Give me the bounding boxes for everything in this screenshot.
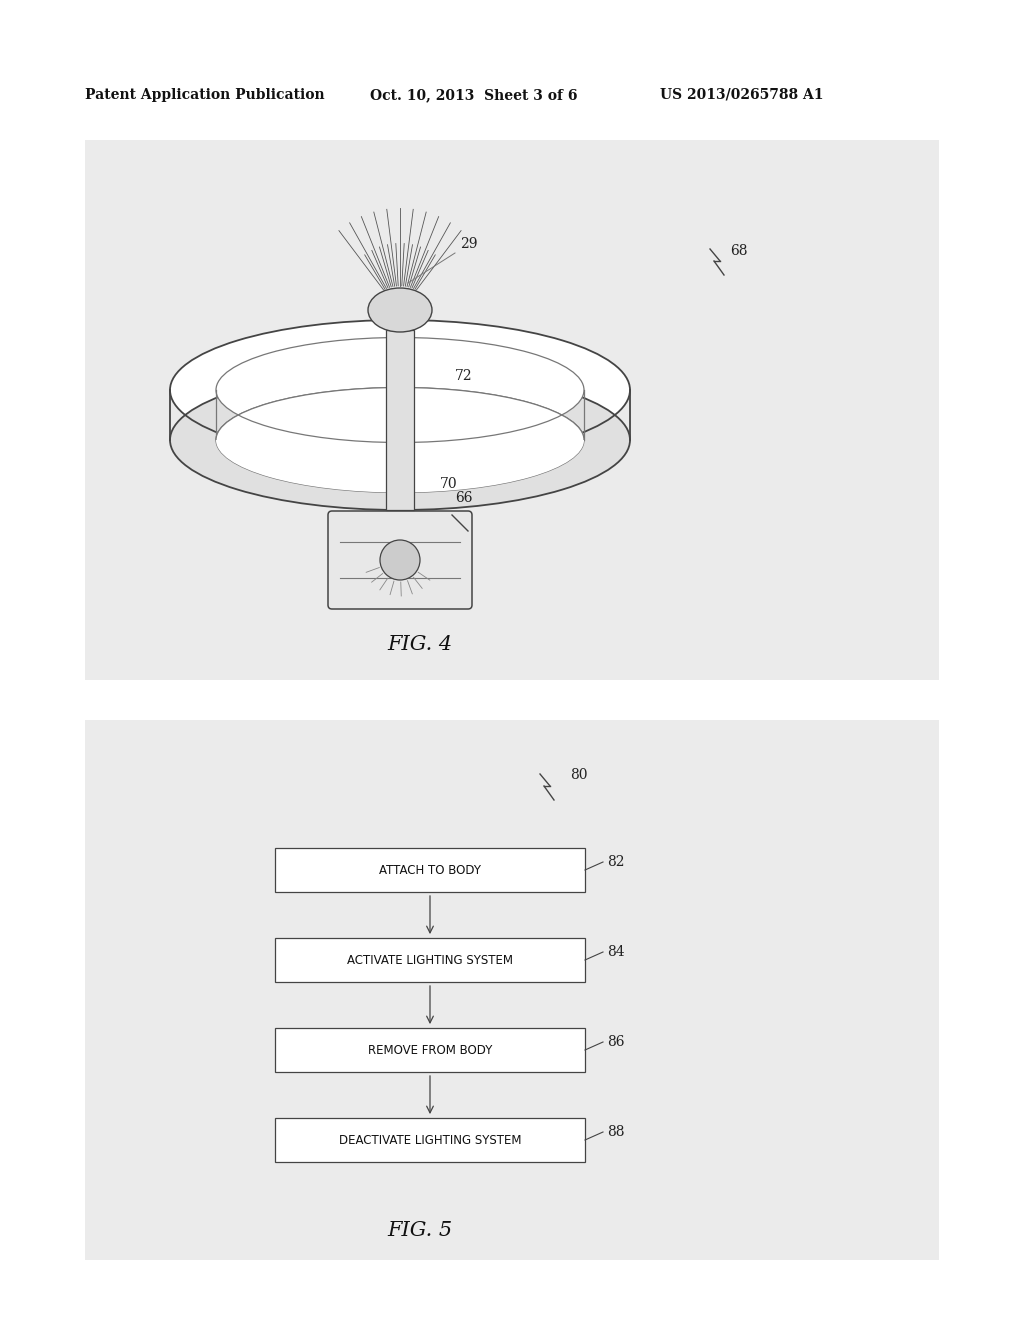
Ellipse shape <box>368 288 432 333</box>
Text: 66: 66 <box>455 491 472 506</box>
Ellipse shape <box>170 319 630 459</box>
Bar <box>85 719 939 1261</box>
Text: REMOVE FROM BODY: REMOVE FROM BODY <box>368 1044 493 1056</box>
Text: 88: 88 <box>607 1125 625 1139</box>
Ellipse shape <box>216 388 584 492</box>
Text: Patent Application Publication: Patent Application Publication <box>85 88 325 102</box>
Circle shape <box>380 540 420 579</box>
Text: DEACTIVATE LIGHTING SYSTEM: DEACTIVATE LIGHTING SYSTEM <box>339 1134 521 1147</box>
Ellipse shape <box>216 338 584 442</box>
Text: 72: 72 <box>455 370 473 383</box>
Bar <box>275 939 585 982</box>
Text: 86: 86 <box>607 1035 625 1049</box>
Bar <box>275 1118 585 1162</box>
Text: 70: 70 <box>440 477 458 491</box>
Bar <box>386 330 414 510</box>
Text: 68: 68 <box>730 244 748 257</box>
Bar <box>275 1028 585 1072</box>
Text: US 2013/0265788 A1: US 2013/0265788 A1 <box>660 88 823 102</box>
Text: 84: 84 <box>607 945 625 960</box>
Text: ATTACH TO BODY: ATTACH TO BODY <box>379 863 481 876</box>
FancyBboxPatch shape <box>328 511 472 609</box>
Text: 82: 82 <box>607 855 625 869</box>
Text: ACTIVATE LIGHTING SYSTEM: ACTIVATE LIGHTING SYSTEM <box>347 953 513 966</box>
Ellipse shape <box>170 370 630 510</box>
Bar <box>85 140 939 680</box>
Text: FIG. 4: FIG. 4 <box>387 635 453 655</box>
Text: Oct. 10, 2013  Sheet 3 of 6: Oct. 10, 2013 Sheet 3 of 6 <box>370 88 578 102</box>
Text: 29: 29 <box>460 238 477 251</box>
Text: 80: 80 <box>570 768 588 781</box>
Text: FIG. 5: FIG. 5 <box>387 1221 453 1239</box>
Bar <box>275 847 585 892</box>
